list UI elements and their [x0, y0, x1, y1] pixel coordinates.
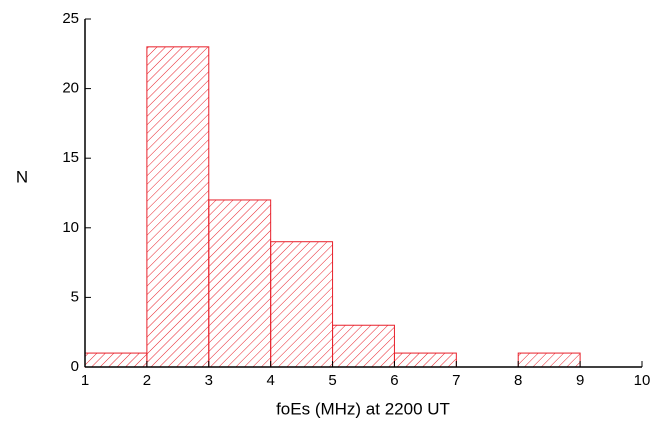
x-tick-label: 6: [390, 372, 398, 389]
bar: [208, 199, 272, 368]
bar: [84, 352, 148, 368]
x-tick-label: 10: [634, 372, 651, 389]
bar: [146, 46, 210, 368]
x-tick-label: 2: [143, 372, 151, 389]
y-axis-title: N: [16, 167, 28, 186]
bar: [393, 352, 457, 368]
x-tick-label: 3: [205, 372, 213, 389]
y-tick-label: 10: [62, 219, 79, 236]
x-tick-label: 7: [452, 372, 460, 389]
y-tick-label: 20: [62, 80, 79, 97]
x-tick-label: 5: [328, 372, 336, 389]
bar: [270, 241, 334, 368]
y-tick-label: 25: [62, 10, 79, 27]
x-tick-label: 9: [576, 372, 584, 389]
y-tick-label: 5: [71, 288, 79, 305]
x-tick-label: 1: [81, 372, 89, 389]
y-tick-label: 0: [71, 358, 79, 375]
bar: [332, 324, 395, 368]
bar: [517, 352, 581, 368]
x-tick-label: 4: [266, 372, 274, 389]
y-tick-label: 15: [62, 149, 79, 166]
x-axis-title: foEs (MHz) at 2200 UT: [276, 399, 450, 418]
x-tick-label: 8: [514, 372, 522, 389]
